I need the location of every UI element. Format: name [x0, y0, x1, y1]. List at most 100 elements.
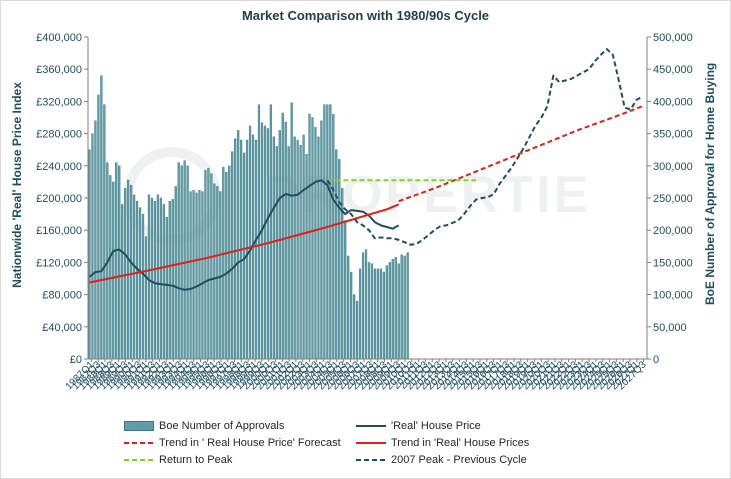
bar-approvals: [293, 136, 296, 360]
legend-item-2007-peak: 2007 Peak - Previous Cycle: [356, 452, 527, 468]
bar-approvals: [341, 188, 344, 360]
y-left-tick-label: £400,000: [36, 32, 82, 44]
legend-label-trend-real: Trend in 'Real' House Prices: [391, 437, 530, 449]
bar-approvals: [394, 257, 397, 360]
bar-approvals: [281, 112, 284, 360]
bar-approvals: [305, 154, 308, 360]
bar-approvals: [162, 204, 165, 360]
bar-approvals: [400, 254, 403, 360]
y-left-tick-label: £80,000: [42, 290, 82, 302]
bar-approvals: [385, 265, 388, 360]
bar-approvals: [391, 258, 394, 360]
bar-approvals: [275, 146, 278, 360]
y-right-tick-label: 100,000: [653, 290, 693, 302]
bar-approvals: [296, 139, 299, 360]
bar-approvals: [260, 122, 264, 360]
bar-approvals: [159, 197, 162, 360]
legend-label-return-to-peak: Return to Peak: [159, 454, 233, 466]
bar-approvals: [127, 179, 130, 360]
bar-approvals: [213, 183, 216, 360]
bar-approvals: [344, 220, 347, 360]
bar-approvals: [237, 130, 240, 360]
bar-approvals: [129, 184, 133, 360]
y-right-tick-label: 250,000: [653, 193, 693, 205]
chart-legend: Boe Number of Approvals 'Real' House Pri…: [124, 418, 594, 474]
y-left-tick-label: £200,000: [36, 193, 82, 205]
bar-approvals: [198, 190, 201, 360]
bar-approvals: [150, 197, 154, 360]
bar-approvals: [388, 262, 391, 360]
legend-item-approvals: Boe Number of Approvals: [124, 418, 284, 434]
bar-approvals: [317, 136, 320, 360]
legend-label-real-house-price: 'Real' House Price: [391, 420, 481, 432]
bar-approvals: [100, 75, 103, 360]
bar-approvals: [201, 191, 204, 360]
bar-approvals: [403, 255, 406, 360]
bar-approvals: [141, 213, 145, 360]
bar-approvals: [269, 104, 272, 360]
legend-label-2007-peak: 2007 Peak - Previous Cycle: [391, 454, 527, 466]
y-left-tick-label: £360,000: [36, 64, 82, 76]
bar-approvals: [329, 104, 332, 360]
bar-approvals: [302, 134, 305, 360]
legend-swatch-trend-forecast: [124, 442, 154, 444]
legend-swatch-approvals: [124, 421, 154, 431]
y-right-tick-label: 50,000: [653, 322, 687, 334]
bar-approvals: [272, 136, 275, 360]
bar-approvals: [216, 186, 219, 360]
y-left-tick-label: £0: [70, 354, 82, 366]
bar-approvals: [222, 166, 225, 360]
y-right-tick-label: 400,000: [653, 96, 693, 108]
bar-approvals: [311, 117, 314, 360]
y-right-tick-label: 0: [653, 354, 659, 366]
bar-approvals: [112, 181, 115, 360]
bar-approvals: [332, 114, 335, 360]
bar-approvals: [204, 170, 207, 360]
bar-approvals: [97, 94, 100, 360]
axes-layer: £0 £40,000 £80,000 £120,000 £160,000 £200,000…: [36, 32, 693, 392]
bar-approvals: [165, 217, 168, 360]
bar-approvals: [347, 255, 350, 360]
bar-approvals: [242, 152, 246, 360]
bar-approvals: [379, 268, 383, 360]
bar-approvals: [278, 130, 281, 360]
bar-approvals: [228, 165, 231, 360]
y-right-tick-label: 450,000: [653, 64, 693, 76]
bar-approvals: [192, 190, 195, 360]
bar-approvals: [397, 263, 400, 360]
y-left-tick-label: £320,000: [36, 96, 82, 108]
bar-approvals: [118, 165, 121, 360]
bar-approvals: [248, 125, 252, 360]
legend-label-approvals: Boe Number of Approvals: [159, 420, 285, 432]
bar-approvals: [195, 192, 198, 360]
bar-approvals: [314, 126, 317, 360]
legend-swatch-2007-peak: [356, 459, 386, 461]
bar-approvals: [358, 268, 362, 360]
bar-approvals: [364, 249, 368, 360]
y-left-tick-label: £40,000: [42, 322, 82, 334]
bar-approvals: [245, 139, 249, 360]
bar-approvals: [231, 151, 234, 360]
bar-approvals: [88, 149, 91, 360]
series-line-2007-peak-previous-cycle: [326, 48, 643, 246]
lines-layer: [88, 48, 643, 291]
bar-approvals: [376, 268, 380, 360]
bar-approvals: [382, 271, 385, 360]
bar-approvals: [135, 201, 139, 360]
bar-approvals: [138, 207, 142, 360]
bar-approvals: [189, 191, 192, 360]
y-right-tick-label: 200,000: [653, 225, 693, 237]
y-left-tick-label: £160,000: [36, 225, 82, 237]
y-right-tick-label: 350,000: [653, 129, 693, 141]
bar-approvals: [284, 121, 287, 360]
legend-item-trend-forecast: Trend in ' Real House Price' Forecast: [124, 435, 341, 451]
bar-approvals: [287, 146, 290, 360]
bar-approvals: [174, 186, 177, 360]
y-left-tick-label: £240,000: [36, 161, 82, 173]
bar-approvals: [323, 104, 326, 360]
bar-approvals: [177, 162, 180, 360]
legend-swatch-real-house-price: [356, 425, 386, 427]
y-right-tick-label: 300,000: [653, 161, 693, 173]
bar-approvals: [308, 114, 311, 360]
y-left-tick-label: £280,000: [36, 129, 82, 141]
